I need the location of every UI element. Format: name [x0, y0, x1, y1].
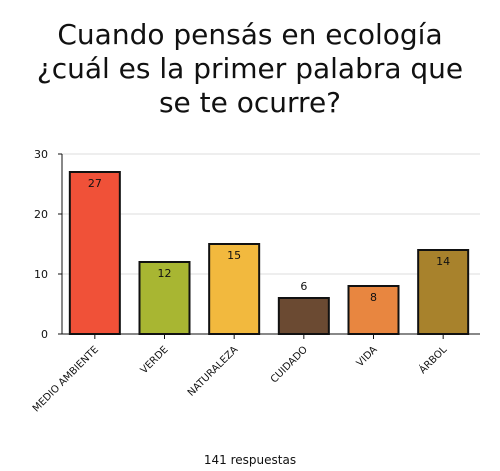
chart-title-line-3: se te ocurre?: [158, 86, 342, 119]
data-label: 8: [370, 291, 377, 304]
y-tick-label: 0: [41, 328, 48, 341]
chart-title: Cuando pensás en ecología ¿cuál es la pr…: [0, 18, 500, 120]
bar: [68, 171, 121, 335]
bar: [277, 297, 330, 335]
chart-title-line-2: ¿cuál es la primer palabra que: [36, 52, 464, 85]
x-tick-label: VIDA: [355, 344, 380, 369]
data-label: 27: [88, 177, 102, 190]
x-tick-label: CUIDADO: [269, 344, 310, 385]
data-label: 12: [158, 267, 172, 280]
chart-title-line-1: Cuando pensás en ecología: [57, 18, 443, 51]
x-tick-label: VERDE: [139, 344, 171, 376]
y-tick-label: 10: [34, 268, 48, 281]
x-tick-label: MEDIO AMBIENTE: [31, 344, 101, 414]
y-tick-label: 20: [34, 208, 48, 221]
data-label: 14: [436, 255, 450, 268]
data-label: 15: [227, 249, 241, 262]
response-count: 141 respuestas: [203, 453, 297, 467]
x-tick-label: NATURALEZA: [186, 344, 241, 399]
y-tick-label: 30: [34, 148, 48, 161]
bar: [417, 249, 470, 335]
x-tick-label: ÁRBOL: [416, 343, 449, 376]
bar: [208, 243, 261, 335]
bar-chart: 0 10 20 30 27 MEDIO AMBIENTE 12 VERDE 15 NATURALE…: [31, 148, 480, 414]
data-label: 6: [300, 280, 307, 293]
